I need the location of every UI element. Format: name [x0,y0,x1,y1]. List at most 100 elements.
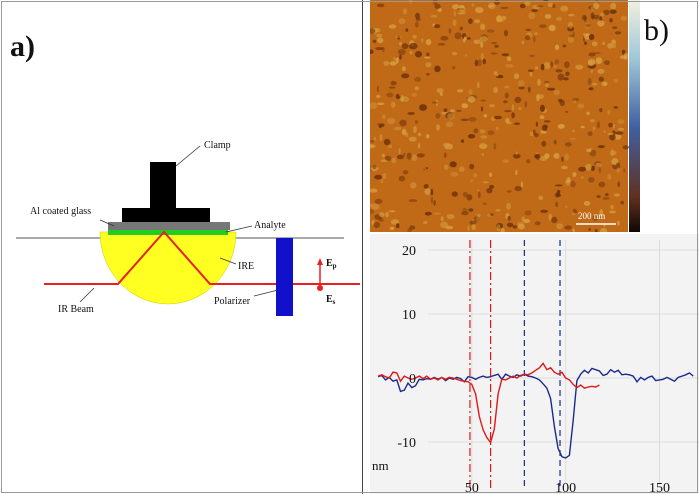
afm-pit [602,196,610,200]
afm-pit [434,65,441,73]
afm-grain [538,195,544,201]
afm-grain [553,65,557,68]
ir-beam-path [44,230,360,285]
afm-grain [548,213,553,221]
afm-grain [453,10,456,17]
y-tick-label: 10 [402,308,416,323]
afm-pit [416,153,425,158]
afm-pit [477,191,481,199]
afm-grain [387,144,393,149]
afm-grain [537,94,544,99]
afm-grain [611,157,619,166]
y-axis-label: nm [372,458,389,473]
afm-grain [459,166,465,173]
afm-pit [584,41,587,45]
afm-pit [556,193,561,197]
afm-pit [592,215,598,222]
afm-grain [610,2,617,10]
afm-grain [463,36,467,41]
afm-grain [573,99,577,103]
afm-pit [443,108,448,112]
afm-pit [581,14,587,21]
afm-pit [477,59,482,67]
afm-grain [445,225,454,230]
afm-pit [534,132,539,138]
afm-grain [414,86,419,91]
afm-pit [433,199,436,206]
afm-pit [598,76,604,82]
clamp-label: Clamp [204,140,231,151]
afm-grain [400,96,409,103]
afm-grain [577,103,585,109]
afm-pit [374,198,383,205]
afm-pit [598,166,601,174]
afm-grain [585,163,592,171]
polarizer [276,238,293,316]
afm-pit [587,78,592,85]
afm-pit [525,34,531,41]
afm-grain [471,224,476,231]
reference-lines [469,240,561,490]
afm-pit [564,110,569,113]
afm-grain [493,87,498,94]
afm-pit [615,131,624,135]
afm-pit [414,21,419,28]
afm-grain [595,162,603,167]
afm-pit [489,184,495,189]
afm-pit [395,93,400,100]
afm-grain [586,148,592,153]
afm-grain [433,212,441,215]
afm-pit [430,196,433,204]
afm-pit [535,121,538,127]
afm-grain [446,213,455,220]
afm-grain [600,228,608,232]
afm-grain [452,4,460,10]
analyte-layer [108,229,228,235]
afm-grain [565,179,572,186]
afm-grain [398,18,406,25]
afm-grain [439,92,444,96]
afm-grain [506,56,512,62]
afm-pit [448,28,452,34]
afm-pit [565,71,570,77]
afm-pit [588,34,595,40]
afm-pit [402,170,409,175]
afm-grain [423,56,431,59]
afm-pit [434,3,441,10]
afm-grain [382,114,386,120]
afm-pit [431,101,438,104]
afm-pit [552,3,556,9]
afm-pit [373,221,381,229]
afm-pit [558,190,561,193]
afm-pit [558,98,563,103]
afm-pit [564,61,570,69]
afm-pit [564,225,572,230]
afm-grain [561,124,564,127]
afm-pit [588,52,596,57]
afm-grain [381,153,385,158]
afm-grain [435,99,438,107]
glass-leader [99,219,115,227]
afm-pit [526,159,531,164]
afm-grain [421,38,424,43]
afm-topography-image: 200 nm [370,0,640,232]
afm-grain [612,124,615,129]
series-line-2 [377,362,600,445]
afm-pit [504,110,512,113]
afm-grain [370,203,373,207]
afm-pit [572,97,580,102]
afm-grain [610,205,614,210]
afm-grain [488,2,496,10]
afm-grain [600,12,605,17]
afm-grain [539,156,548,161]
al-coated-glass [108,222,230,230]
afm-grain [607,132,614,136]
afm-grain [387,117,396,125]
afm-pit [593,52,601,55]
panel-b-label: b) [644,14,669,47]
afm-grain [543,130,547,134]
afm-grain [553,153,560,159]
afm-grain [440,216,444,222]
x-tick-label: 150 [649,481,670,494]
